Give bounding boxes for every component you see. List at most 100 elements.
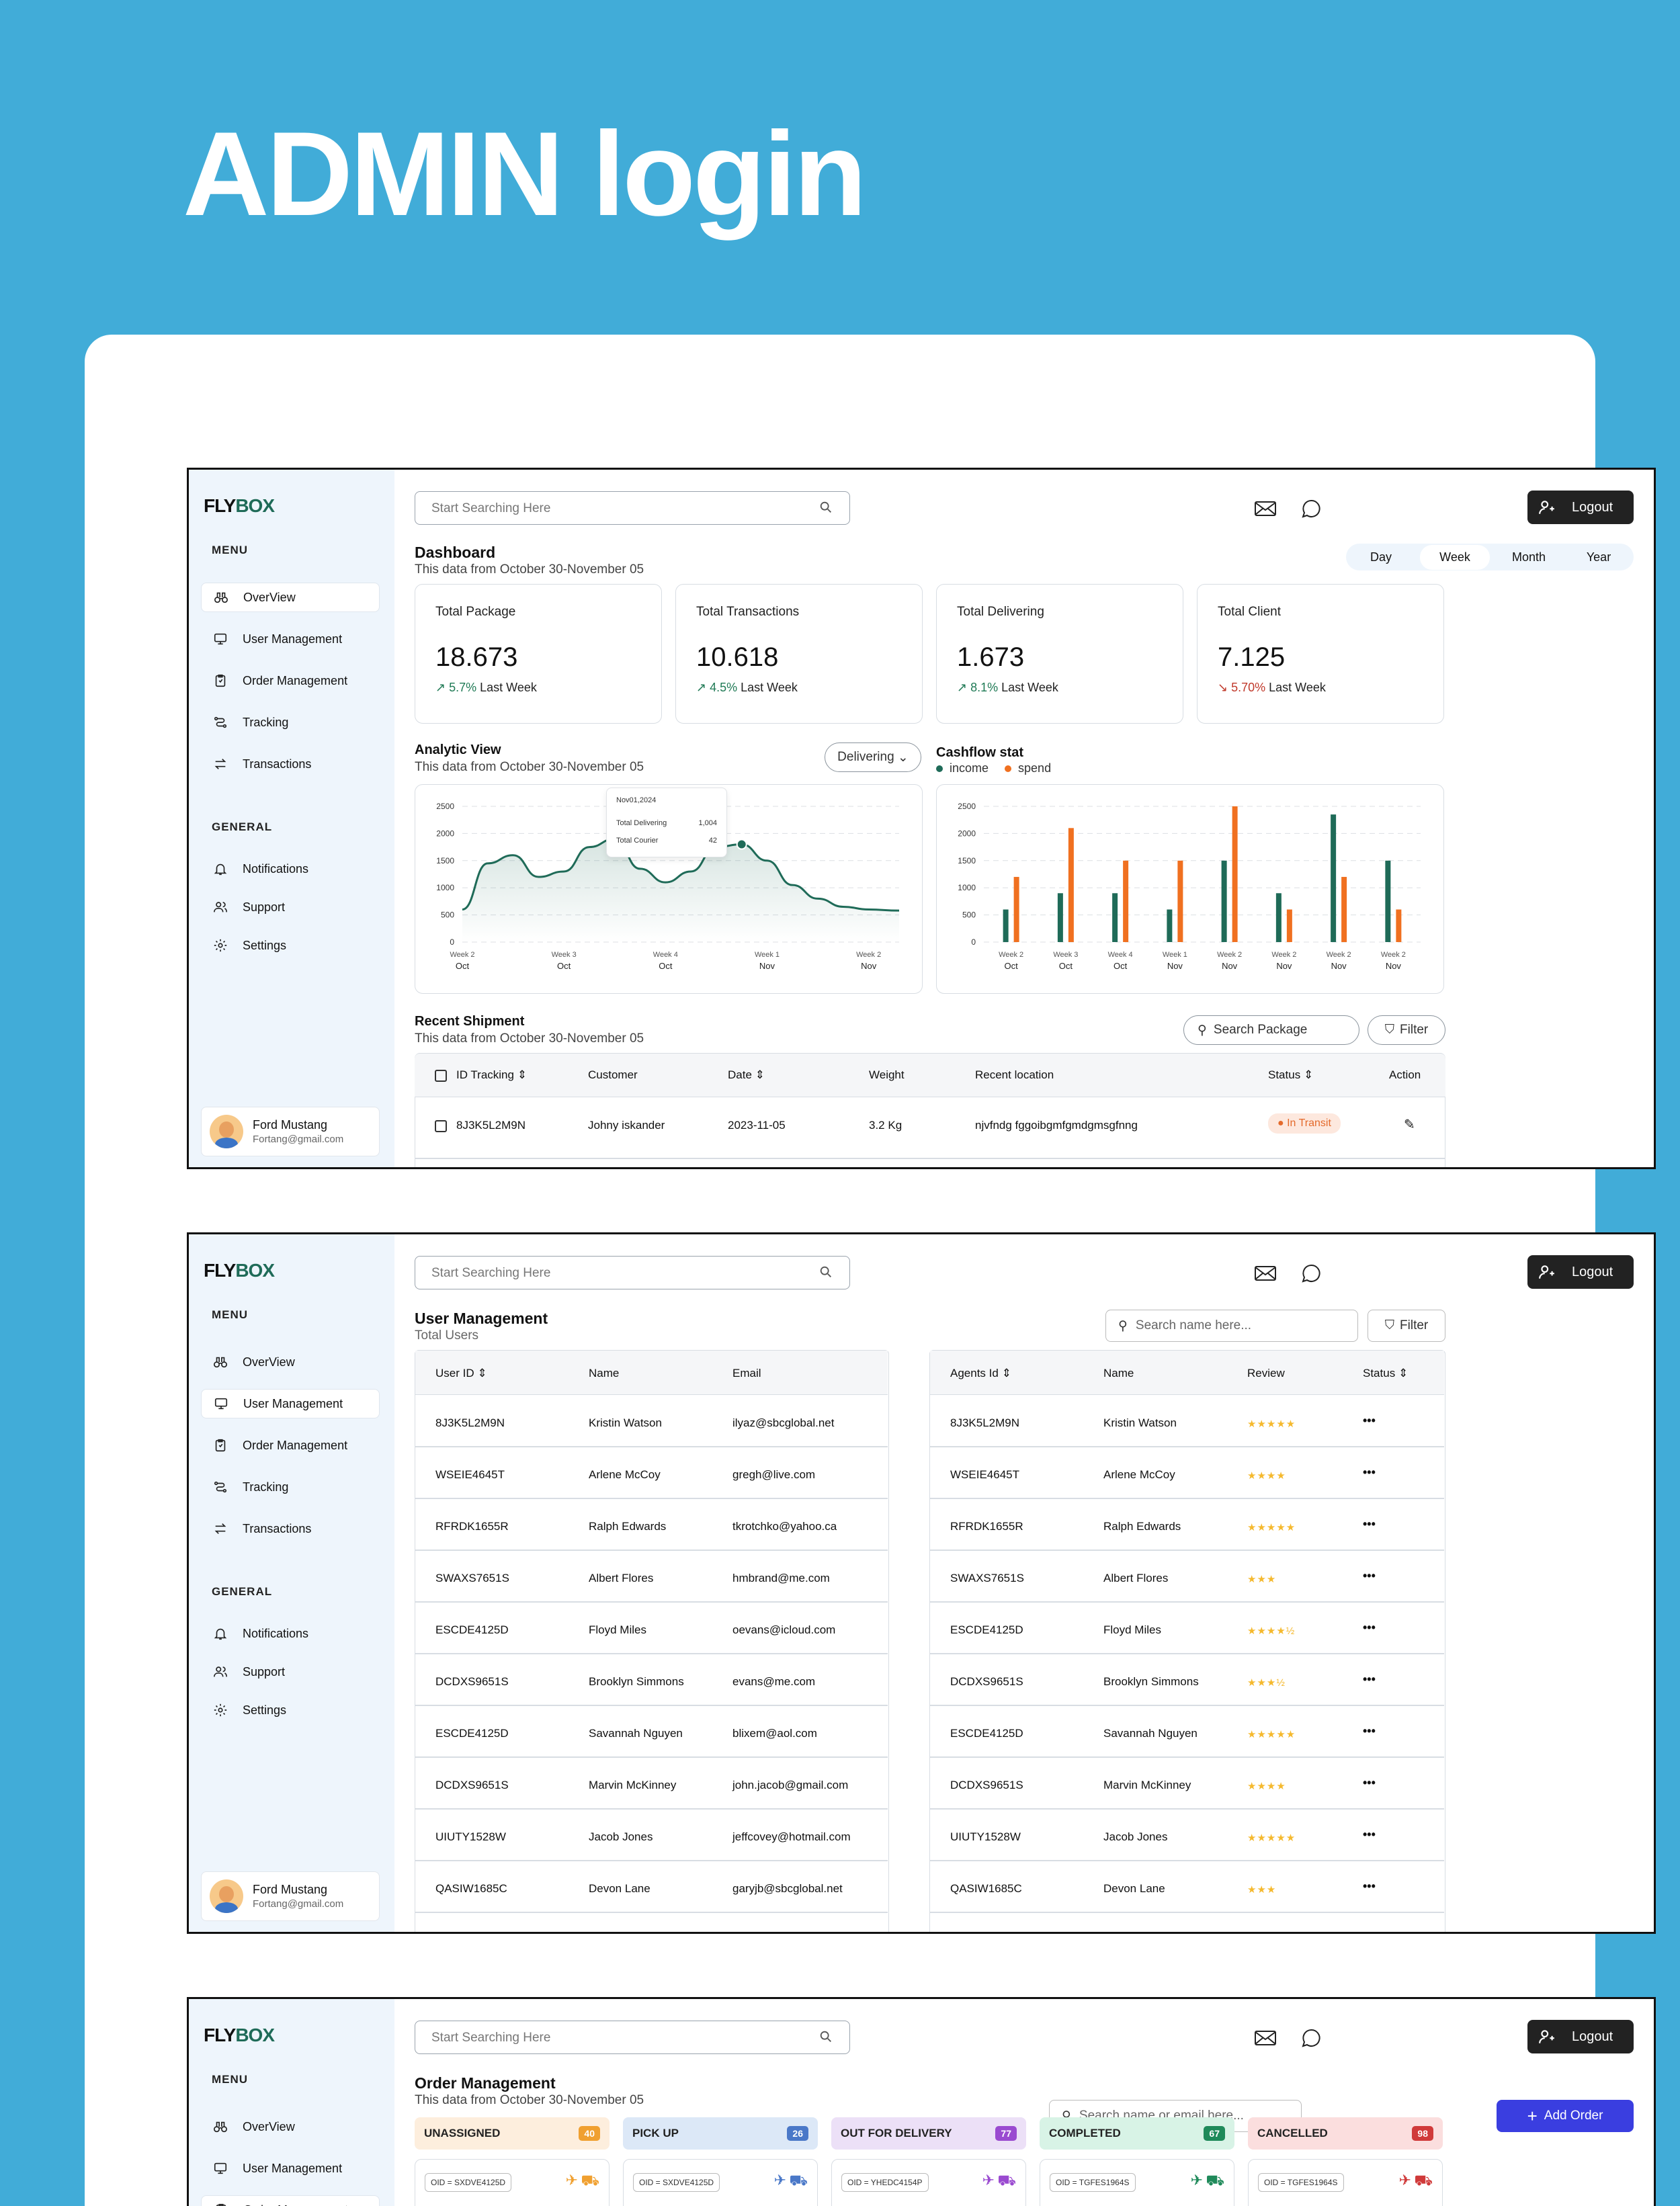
row-checkbox[interactable] — [435, 1119, 447, 1132]
sidebar-item-order-management[interactable]: Order Management — [201, 2195, 380, 2206]
more-icon[interactable]: ••• — [1363, 1621, 1376, 1634]
logout-button[interactable]: Logout — [1527, 2020, 1634, 2053]
clipboard-icon — [212, 672, 229, 689]
sidebar-item-transactions[interactable]: Transactions — [201, 749, 380, 779]
user-name: Floyd Miles — [589, 1623, 646, 1636]
sidebar: FLYBOX MENU OverView User Management Ord… — [189, 1234, 394, 1932]
logout-button[interactable]: Logout — [1527, 491, 1634, 524]
chat-icon[interactable] — [1299, 497, 1323, 521]
sidebar-item-tracking[interactable]: Tracking — [201, 1472, 380, 1502]
sidebar-item-support[interactable]: Support — [201, 892, 380, 922]
sidebar-item-user-management[interactable]: User Management — [201, 1389, 380, 1418]
sidebar-item-settings[interactable]: Settings — [201, 1695, 380, 1725]
order-id: OID = TGFES1964S — [1050, 2173, 1136, 2192]
monitor-icon — [212, 2160, 229, 2177]
package-search-input[interactable]: ⚲ Search Package — [1183, 1015, 1359, 1045]
user-search-input[interactable]: ⚲ Search name here... — [1105, 1310, 1358, 1342]
logo[interactable]: FLYBOX — [204, 2025, 275, 2045]
sidebar-item-overview[interactable]: OverView — [201, 583, 380, 612]
sidebar-item-overview[interactable]: OverView — [201, 2112, 380, 2141]
agent-name: Jacob Jones — [1103, 1830, 1168, 1843]
filter-button[interactable]: ⛉ Filter — [1368, 1015, 1445, 1045]
user-name: Marvin McKinney — [589, 1779, 677, 1791]
agents-table: Agents Id ⇕ Name Review Status ⇕ 8J3K5L2… — [929, 1350, 1445, 1932]
select-all-checkbox[interactable] — [435, 1069, 447, 1082]
user-name: Brooklyn Simmons — [589, 1675, 684, 1688]
more-icon[interactable]: ••• — [1363, 1776, 1376, 1789]
sidebar-item-support[interactable]: Support — [201, 1657, 380, 1687]
mail-icon[interactable] — [1253, 1261, 1277, 1285]
user-profile-card[interactable]: Ford Mustang Fortang@gmail.com — [201, 1107, 380, 1156]
more-icon[interactable]: ••• — [1363, 1414, 1376, 1427]
period-week[interactable]: Week — [1420, 544, 1490, 570]
add-order-button[interactable]: + Add Order — [1497, 2100, 1634, 2132]
more-icon[interactable]: ••• — [1363, 1466, 1376, 1479]
more-icon[interactable]: ••• — [1363, 1517, 1376, 1531]
sidebar-item-settings[interactable]: Settings — [201, 931, 380, 960]
user-profile-card[interactable]: Ford Mustang Fortang@gmail.com — [201, 1871, 380, 1921]
metric-dropdown[interactable]: Delivering ⌄ — [825, 743, 921, 772]
analytic-subtitle: This data from October 30-November 05 — [415, 760, 644, 774]
stat-card-total-package: Total Package 18.673 ↗ 5.7% Last Week — [415, 584, 662, 724]
chat-icon[interactable] — [1299, 2026, 1323, 2050]
more-icon[interactable]: ••• — [1363, 1828, 1376, 1841]
x-tick-label: Week 2 — [999, 951, 1023, 959]
general-section-label: GENERAL — [212, 820, 273, 833]
sort-icon: ⇕ — [477, 1367, 487, 1380]
logout-button[interactable]: Logout — [1527, 1255, 1634, 1289]
more-icon[interactable]: ••• — [1363, 1569, 1376, 1582]
x-tick-label: Nov — [759, 961, 775, 971]
order-card[interactable]: OID = TGFES1964S ✈ ⛟ — [1248, 2159, 1443, 2206]
user-id: ESCDE4125D — [435, 1623, 509, 1636]
rating-stars: ★★★★★ — [1247, 1832, 1296, 1844]
mail-icon[interactable] — [1253, 497, 1277, 521]
global-search-input[interactable]: Start Searching Here — [415, 491, 850, 525]
more-icon[interactable]: ••• — [1363, 1879, 1376, 1893]
filter-button[interactable]: ⛉ Filter — [1368, 1310, 1445, 1342]
agent-id: RFRDK1655R — [950, 1520, 1023, 1533]
user-id: UIUTY1528W — [435, 1830, 506, 1843]
rating-stars: ★★★½ — [1247, 1677, 1286, 1689]
sidebar-item-order-management[interactable]: Order Management — [201, 666, 380, 695]
analytic-chart-panel: 0 500 1000 1500 2000 2500 Week 2 Oct Week 3 Oct We… — [415, 784, 923, 994]
kanban-column-header[interactable]: PICK UP 26 — [623, 2117, 818, 2150]
period-day[interactable]: Day — [1370, 550, 1392, 564]
page-subtitle: Total Users — [415, 1328, 479, 1343]
order-card[interactable]: OID = TGFES1964S ✈ ⛟ — [1040, 2159, 1234, 2206]
sidebar-item-transactions[interactable]: Transactions — [201, 1514, 380, 1543]
edit-icon[interactable]: ✎ — [1404, 1117, 1415, 1132]
more-icon[interactable]: ••• — [1363, 1672, 1376, 1686]
sidebar-item-user-management[interactable]: User Management — [201, 624, 380, 654]
global-search-input[interactable]: Start Searching Here — [415, 2021, 850, 2054]
y-tick-label: 500 — [441, 910, 454, 920]
sidebar-item-order-management[interactable]: Order Management — [201, 1431, 380, 1460]
more-icon[interactable]: ••• — [1363, 1724, 1376, 1738]
kanban-column-header[interactable]: UNASSIGNED 40 — [415, 2117, 610, 2150]
avatar — [210, 1879, 243, 1913]
order-card[interactable]: OID = SXDVE4125D ✈ ⛟ — [623, 2159, 818, 2206]
x-tick-label: Week 2 — [1381, 951, 1406, 959]
mail-icon[interactable] — [1253, 2026, 1277, 2050]
sidebar-item-user-management[interactable]: User Management — [201, 2154, 380, 2183]
chat-icon[interactable] — [1299, 1261, 1323, 1285]
kanban-column-header[interactable]: CANCELLED 98 — [1248, 2117, 1443, 2150]
sidebar-item-overview[interactable]: OverView — [201, 1347, 380, 1377]
period-month[interactable]: Month — [1511, 550, 1546, 564]
period-year[interactable]: Year — [1586, 550, 1611, 564]
global-search-input[interactable]: Start Searching Here — [415, 1256, 850, 1289]
trend-up-icon: ↗ 4.5% — [696, 681, 738, 694]
kanban-column-header[interactable]: OUT FOR DELIVERY 77 — [831, 2117, 1026, 2150]
sidebar-item-notifications[interactable]: Notifications — [201, 1619, 380, 1648]
logo[interactable]: FLYBOX — [204, 1260, 275, 1281]
kanban-column-header[interactable]: COMPLETED 67 — [1040, 2117, 1234, 2150]
line-area-fill — [462, 839, 899, 942]
order-card[interactable]: OID = SXDVE4125D ✈ ⛟ — [415, 2159, 610, 2206]
order-card[interactable]: OID = YHEDC4154P ✈ ⛟ — [831, 2159, 1026, 2206]
sidebar-item-tracking[interactable]: Tracking — [201, 708, 380, 737]
logo[interactable]: FLYBOX — [204, 495, 275, 516]
rating-stars: ★★★★½ — [1247, 1625, 1296, 1637]
user-email: john.jacob@gmail.com — [732, 1779, 849, 1791]
sidebar-item-notifications[interactable]: Notifications — [201, 854, 380, 884]
sidebar: FLYBOX MENU OverView User Management Ord… — [189, 470, 394, 1167]
order-id: OID = TGFES1964S — [1258, 2173, 1344, 2192]
